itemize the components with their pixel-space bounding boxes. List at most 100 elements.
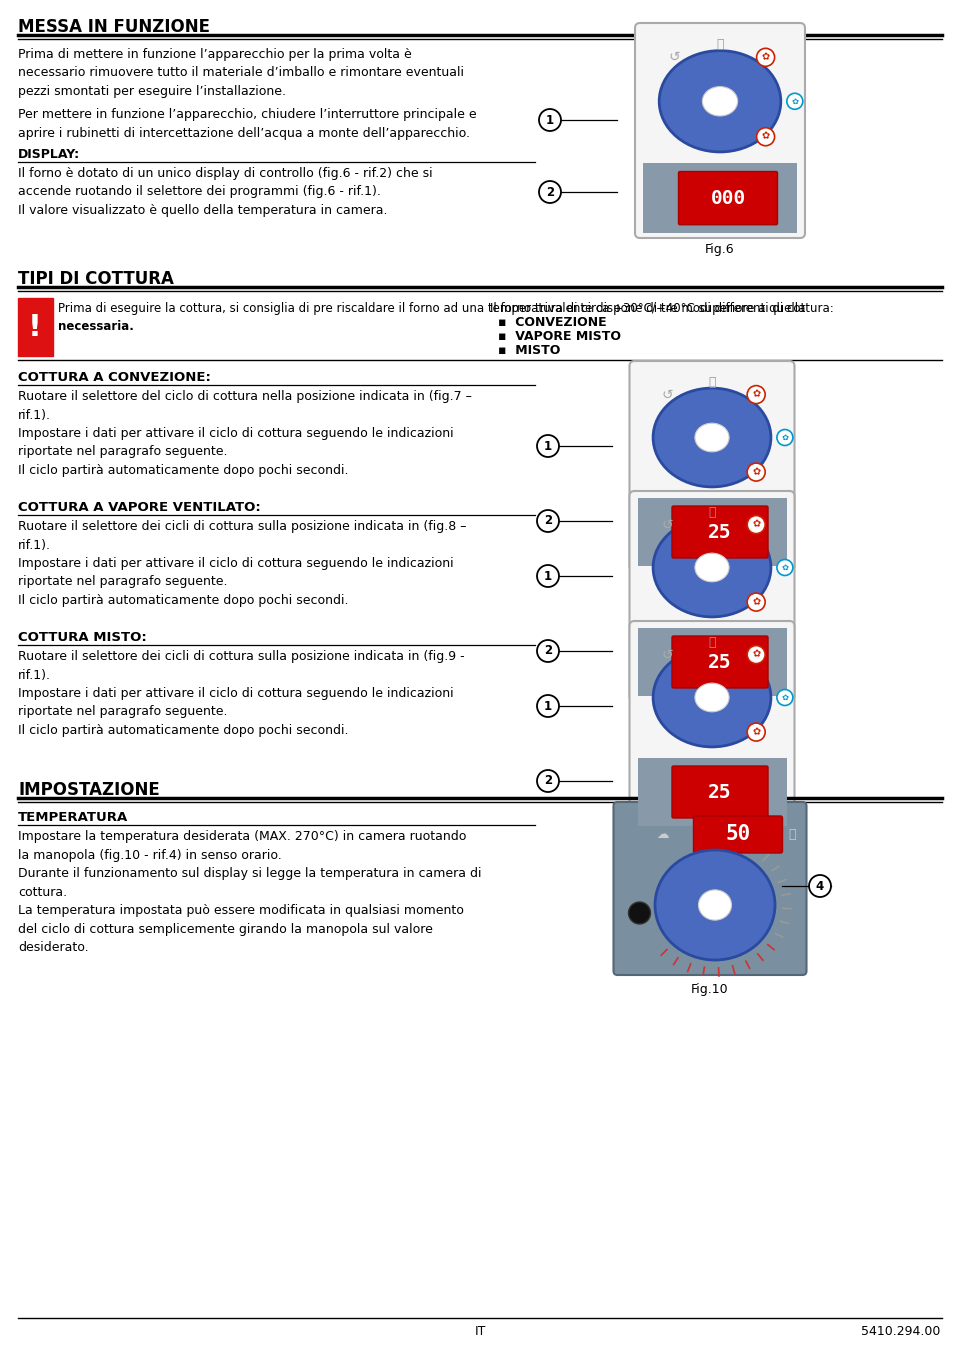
Circle shape: [747, 386, 765, 404]
Text: MESSA IN FUNZIONE: MESSA IN FUNZIONE: [18, 17, 210, 36]
Text: COTTURA A CONVEZIONE:: COTTURA A CONVEZIONE:: [18, 371, 211, 385]
Bar: [643, 163, 797, 233]
Circle shape: [777, 429, 793, 445]
Bar: [18, 299, 53, 356]
Text: ✿: ✿: [752, 467, 760, 477]
Text: 25: 25: [708, 522, 732, 542]
Circle shape: [747, 593, 765, 611]
Text: ✿: ✿: [752, 390, 760, 399]
FancyBboxPatch shape: [693, 816, 782, 853]
Text: Prima di mettere in funzione l’apparecchio per la prima volta è
necessario rimuo: Prima di mettere in funzione l’apparecch…: [18, 48, 464, 98]
Text: DISPLAY:: DISPLAY:: [18, 148, 80, 161]
Text: ✿: ✿: [781, 693, 788, 702]
Text: ✿: ✿: [761, 132, 770, 141]
Ellipse shape: [695, 424, 729, 452]
Text: Per mettere in funzione l’apparecchio, chiudere l’interruttore principale e
apri: Per mettere in funzione l’apparecchio, c…: [18, 108, 476, 140]
FancyBboxPatch shape: [672, 506, 768, 558]
Ellipse shape: [703, 86, 737, 116]
FancyBboxPatch shape: [679, 172, 778, 225]
Text: ⏻: ⏻: [708, 635, 716, 648]
Text: COTTURA MISTO:: COTTURA MISTO:: [18, 631, 147, 644]
Circle shape: [747, 646, 765, 663]
Text: ▪  MISTO: ▪ MISTO: [498, 344, 561, 356]
Circle shape: [537, 695, 559, 717]
Text: 2: 2: [544, 644, 552, 658]
Text: ✿: ✿: [781, 564, 788, 572]
Text: ✿: ✿: [781, 433, 788, 443]
Text: ✿: ✿: [761, 52, 770, 62]
Text: ✿: ✿: [752, 597, 760, 607]
FancyBboxPatch shape: [630, 360, 795, 572]
Text: ↺: ↺: [662, 518, 674, 531]
Text: 5410.294.00: 5410.294.00: [860, 1325, 940, 1338]
Circle shape: [747, 515, 765, 534]
Text: ✿: ✿: [752, 650, 760, 659]
Text: ⏻: ⏻: [708, 375, 716, 389]
Text: ✿: ✿: [791, 97, 799, 106]
Text: ✿: ✿: [752, 728, 760, 737]
Text: Ruotare il selettore dei cicli di cottura sulla posizione indicata in (fig.9 -
r: Ruotare il selettore dei cicli di cottur…: [18, 650, 465, 737]
Circle shape: [747, 463, 765, 482]
Ellipse shape: [699, 890, 732, 920]
Text: ▪  VAPORE MISTO: ▪ VAPORE MISTO: [498, 330, 621, 343]
FancyBboxPatch shape: [672, 636, 768, 689]
Circle shape: [539, 109, 561, 130]
Circle shape: [539, 182, 561, 203]
Text: Ruotare il selettore del ciclo di cottura nella posizione indicata in (fig.7 –
r: Ruotare il selettore del ciclo di cottur…: [18, 390, 472, 477]
Text: IMPOSTAZIONE: IMPOSTAZIONE: [18, 781, 159, 799]
Ellipse shape: [660, 51, 780, 152]
Circle shape: [537, 565, 559, 586]
Text: !: !: [28, 312, 42, 342]
Ellipse shape: [655, 850, 775, 960]
Circle shape: [537, 510, 559, 533]
Text: ☁: ☁: [657, 829, 669, 841]
Ellipse shape: [653, 389, 771, 487]
Circle shape: [787, 93, 803, 109]
Text: 1: 1: [544, 569, 552, 582]
Text: TEMPERATURA: TEMPERATURA: [18, 811, 129, 824]
Text: necessaria.: necessaria.: [58, 320, 133, 334]
Circle shape: [756, 128, 775, 145]
Text: Fig.9: Fig.9: [697, 837, 727, 849]
Text: 25: 25: [708, 783, 732, 802]
Text: 1: 1: [544, 440, 552, 452]
Circle shape: [747, 724, 765, 741]
Text: 2: 2: [544, 515, 552, 527]
Text: 1: 1: [544, 699, 552, 713]
Text: 2: 2: [544, 775, 552, 788]
FancyBboxPatch shape: [630, 621, 795, 831]
Text: Fig.8: Fig.8: [697, 706, 727, 720]
Text: Fig.6: Fig.6: [706, 243, 734, 256]
Bar: [637, 628, 786, 695]
Text: Il forno trivalente dispone di tre modi differenti di cottura:: Il forno trivalente dispone di tre modi …: [490, 303, 833, 315]
Circle shape: [537, 769, 559, 792]
Text: 4: 4: [816, 880, 824, 893]
Text: Impostare la temperatura desiderata (MAX. 270°C) in camera ruotando
la manopola : Impostare la temperatura desiderata (MAX…: [18, 830, 482, 954]
Text: 🌡: 🌡: [789, 829, 796, 841]
Circle shape: [756, 48, 775, 66]
Text: ↺: ↺: [662, 647, 674, 662]
Text: ↺: ↺: [662, 387, 674, 402]
Bar: [637, 759, 786, 826]
Ellipse shape: [653, 518, 771, 617]
FancyBboxPatch shape: [613, 802, 806, 975]
Text: ↺: ↺: [668, 50, 681, 65]
Text: 50: 50: [726, 824, 751, 845]
FancyBboxPatch shape: [630, 491, 795, 701]
Text: 25: 25: [708, 652, 732, 671]
Text: Il forno è dotato di un unico display di controllo (fig.6 - rif.2) che si
accend: Il forno è dotato di un unico display di…: [18, 167, 433, 217]
Circle shape: [777, 690, 793, 706]
Text: Ruotare il selettore dei cicli di cottura sulla posizione indicata in (fig.8 –
r: Ruotare il selettore dei cicli di cottur…: [18, 521, 467, 607]
Text: Prima di eseguire la cottura, si consiglia di pre riscaldare il forno ad una tem: Prima di eseguire la cottura, si consigl…: [58, 303, 805, 315]
FancyBboxPatch shape: [672, 767, 768, 818]
Text: TIPI DI COTTURA: TIPI DI COTTURA: [18, 270, 174, 288]
Text: 2: 2: [546, 186, 554, 199]
Ellipse shape: [695, 553, 729, 582]
Text: ⏻: ⏻: [708, 506, 716, 519]
Circle shape: [537, 640, 559, 662]
Circle shape: [629, 902, 651, 924]
Circle shape: [809, 876, 831, 897]
Text: ⏻: ⏻: [716, 38, 724, 51]
Bar: [637, 498, 786, 566]
Ellipse shape: [653, 648, 771, 746]
